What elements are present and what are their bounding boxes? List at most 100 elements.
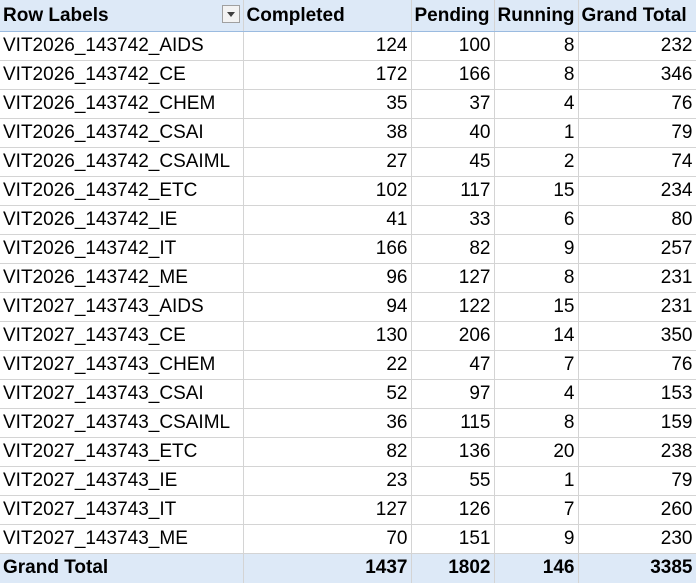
grand-total-cell[interactable]: 159 — [578, 408, 696, 438]
completed-cell[interactable]: 38 — [243, 118, 412, 148]
pending-cell[interactable]: 115 — [411, 408, 495, 438]
grand-total-value[interactable]: 3385 — [578, 553, 696, 583]
row-label-cell[interactable]: VIT2026_143742_CHEM — [0, 89, 244, 119]
row-label-cell[interactable]: VIT2026_143742_ETC — [0, 176, 244, 206]
row-label-cell[interactable]: VIT2027_143743_CHEM — [0, 350, 244, 380]
completed-cell[interactable]: 96 — [243, 263, 412, 293]
running-cell[interactable]: 15 — [494, 176, 579, 206]
completed-cell[interactable]: 82 — [243, 437, 412, 467]
grand-total-running[interactable]: 146 — [494, 553, 579, 583]
running-cell[interactable]: 8 — [494, 408, 579, 438]
pending-cell[interactable]: 45 — [411, 147, 495, 177]
running-cell[interactable]: 20 — [494, 437, 579, 467]
row-label-cell[interactable]: VIT2027_143743_ME — [0, 524, 244, 554]
pending-header[interactable]: Pending — [411, 0, 495, 32]
pending-cell[interactable]: 166 — [411, 60, 495, 90]
grand-total-cell[interactable]: 80 — [578, 205, 696, 235]
row-label-cell[interactable]: VIT2026_143742_ME — [0, 263, 244, 293]
grand-total-cell[interactable]: 79 — [578, 118, 696, 148]
row-label-cell[interactable]: VIT2027_143743_CSAI — [0, 379, 244, 409]
pending-cell[interactable]: 82 — [411, 234, 495, 264]
completed-cell[interactable]: 23 — [243, 466, 412, 496]
grand-total-cell[interactable]: 74 — [578, 147, 696, 177]
row-label-cell[interactable]: VIT2026_143742_IT — [0, 234, 244, 264]
running-cell[interactable]: 15 — [494, 292, 579, 322]
completed-cell[interactable]: 127 — [243, 495, 412, 525]
completed-cell[interactable]: 94 — [243, 292, 412, 322]
grand-total-cell[interactable]: 153 — [578, 379, 696, 409]
running-cell[interactable]: 9 — [494, 234, 579, 264]
pending-cell[interactable]: 47 — [411, 350, 495, 380]
pending-cell[interactable]: 127 — [411, 263, 495, 293]
row-label-cell[interactable]: VIT2027_143743_IT — [0, 495, 244, 525]
grand-total-label[interactable]: Grand Total — [0, 553, 244, 583]
pending-cell[interactable]: 151 — [411, 524, 495, 554]
row-label-cell[interactable]: VIT2026_143742_CE — [0, 60, 244, 90]
row-label-cell[interactable]: VIT2026_143742_AIDS — [0, 31, 244, 61]
running-cell[interactable]: 4 — [494, 89, 579, 119]
row-label-cell[interactable]: VIT2027_143743_CE — [0, 321, 244, 351]
pending-cell[interactable]: 33 — [411, 205, 495, 235]
grand-total-header[interactable]: Grand Total — [578, 0, 696, 32]
row-label-cell[interactable]: VIT2027_143743_ETC — [0, 437, 244, 467]
completed-cell[interactable]: 102 — [243, 176, 412, 206]
running-cell[interactable]: 7 — [494, 350, 579, 380]
completed-cell[interactable]: 41 — [243, 205, 412, 235]
running-cell[interactable]: 8 — [494, 263, 579, 293]
pending-cell[interactable]: 206 — [411, 321, 495, 351]
grand-total-cell[interactable]: 234 — [578, 176, 696, 206]
running-cell[interactable]: 4 — [494, 379, 579, 409]
grand-total-cell[interactable]: 350 — [578, 321, 696, 351]
row-label-cell[interactable]: VIT2026_143742_CSAI — [0, 118, 244, 148]
row-label-cell[interactable]: VIT2027_143743_CSAIML — [0, 408, 244, 438]
grand-total-cell[interactable]: 232 — [578, 31, 696, 61]
row-label-cell[interactable]: VIT2026_143742_IE — [0, 205, 244, 235]
row-labels-header[interactable]: Row Labels — [0, 0, 244, 32]
running-cell[interactable]: 1 — [494, 118, 579, 148]
grand-total-cell[interactable]: 231 — [578, 292, 696, 322]
running-cell[interactable]: 7 — [494, 495, 579, 525]
running-cell[interactable]: 1 — [494, 466, 579, 496]
running-cell[interactable]: 2 — [494, 147, 579, 177]
pending-cell[interactable]: 136 — [411, 437, 495, 467]
running-cell[interactable]: 14 — [494, 321, 579, 351]
pending-cell[interactable]: 100 — [411, 31, 495, 61]
grand-total-cell[interactable]: 76 — [578, 89, 696, 119]
running-cell[interactable]: 8 — [494, 60, 579, 90]
completed-cell[interactable]: 166 — [243, 234, 412, 264]
grand-total-pending[interactable]: 1802 — [411, 553, 495, 583]
pending-cell[interactable]: 117 — [411, 176, 495, 206]
pending-cell[interactable]: 37 — [411, 89, 495, 119]
grand-total-cell[interactable]: 260 — [578, 495, 696, 525]
grand-total-completed[interactable]: 1437 — [243, 553, 412, 583]
completed-cell[interactable]: 27 — [243, 147, 412, 177]
pending-cell[interactable]: 122 — [411, 292, 495, 322]
completed-cell[interactable]: 130 — [243, 321, 412, 351]
row-label-cell[interactable]: VIT2026_143742_CSAIML — [0, 147, 244, 177]
grand-total-cell[interactable]: 257 — [578, 234, 696, 264]
row-label-cell[interactable]: VIT2027_143743_AIDS — [0, 292, 244, 322]
pending-cell[interactable]: 55 — [411, 466, 495, 496]
pending-cell[interactable]: 97 — [411, 379, 495, 409]
completed-cell[interactable]: 36 — [243, 408, 412, 438]
pending-cell[interactable]: 126 — [411, 495, 495, 525]
completed-cell[interactable]: 172 — [243, 60, 412, 90]
grand-total-cell[interactable]: 230 — [578, 524, 696, 554]
running-cell[interactable]: 8 — [494, 31, 579, 61]
running-cell[interactable]: 6 — [494, 205, 579, 235]
completed-cell[interactable]: 70 — [243, 524, 412, 554]
grand-total-cell[interactable]: 238 — [578, 437, 696, 467]
completed-header[interactable]: Completed — [243, 0, 412, 32]
grand-total-cell[interactable]: 346 — [578, 60, 696, 90]
grand-total-cell[interactable]: 76 — [578, 350, 696, 380]
filter-dropdown-button[interactable] — [221, 5, 240, 23]
running-cell[interactable]: 9 — [494, 524, 579, 554]
grand-total-cell[interactable]: 231 — [578, 263, 696, 293]
running-header[interactable]: Running — [494, 0, 579, 32]
completed-cell[interactable]: 35 — [243, 89, 412, 119]
grand-total-cell[interactable]: 79 — [578, 466, 696, 496]
completed-cell[interactable]: 124 — [243, 31, 412, 61]
completed-cell[interactable]: 22 — [243, 350, 412, 380]
completed-cell[interactable]: 52 — [243, 379, 412, 409]
pending-cell[interactable]: 40 — [411, 118, 495, 148]
